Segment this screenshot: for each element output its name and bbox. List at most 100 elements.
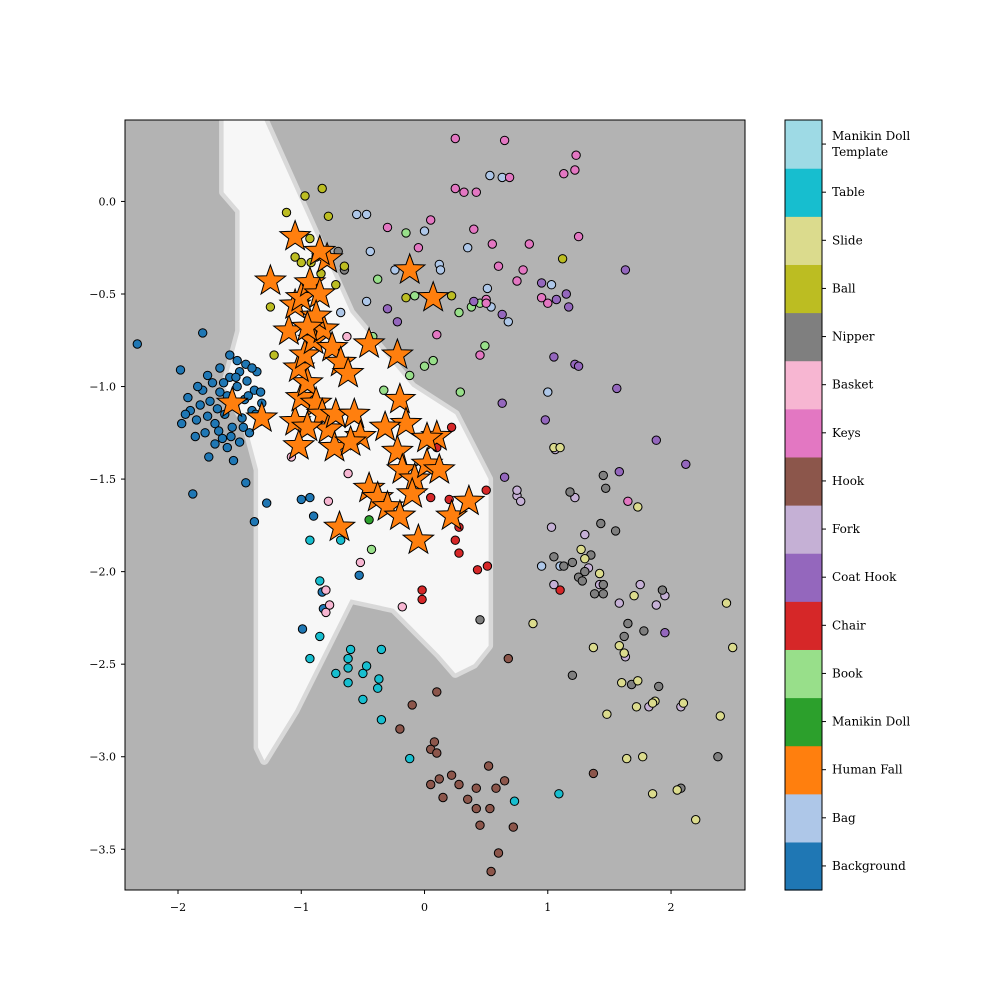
scatter-point bbox=[546, 280, 557, 290]
colorbar-swatch bbox=[785, 360, 822, 410]
scatter-point bbox=[237, 413, 247, 423]
scatter-point bbox=[573, 231, 584, 242]
scatter-point bbox=[573, 361, 584, 371]
scatter-point bbox=[376, 715, 387, 725]
colorbar-swatch bbox=[785, 841, 822, 891]
scatter-point bbox=[503, 653, 513, 664]
scatter-point bbox=[324, 600, 335, 610]
series-nipper bbox=[333, 246, 723, 793]
scatter-point bbox=[435, 265, 446, 275]
scatter-point bbox=[454, 548, 464, 558]
scatter-point bbox=[555, 442, 565, 453]
scatter-point bbox=[524, 239, 534, 249]
colorbar-label: Slide bbox=[832, 233, 863, 247]
star-point bbox=[290, 309, 324, 342]
colorbar-swatch bbox=[785, 168, 822, 217]
scatter-point bbox=[432, 687, 442, 697]
scatter-point bbox=[434, 774, 444, 784]
scatter-point bbox=[354, 570, 364, 580]
scatter-point bbox=[336, 535, 346, 545]
colorbar-label: Nipper bbox=[832, 330, 875, 344]
scatter-point bbox=[407, 700, 417, 710]
scatter-point bbox=[580, 566, 590, 577]
scatter-point bbox=[382, 222, 393, 233]
scatter-point bbox=[455, 387, 465, 397]
y-tick-label: −3.0 bbox=[89, 751, 116, 764]
colorbar-swatch bbox=[785, 264, 822, 314]
x-tick-label: −1 bbox=[293, 901, 309, 914]
scatter-point bbox=[469, 296, 479, 307]
colorbar-frame bbox=[784, 119, 823, 891]
scatter-point bbox=[342, 331, 352, 342]
scatter-point bbox=[681, 459, 691, 469]
scatter-point bbox=[410, 291, 420, 301]
scatter-point bbox=[343, 663, 353, 673]
scatter-point bbox=[305, 653, 315, 664]
scatter-point bbox=[228, 455, 239, 466]
scatter-point bbox=[463, 794, 473, 804]
star-point bbox=[333, 424, 368, 457]
scatter-point bbox=[557, 254, 568, 264]
scatter-point bbox=[207, 378, 218, 388]
scatter-point bbox=[487, 239, 497, 249]
scatter-point bbox=[499, 472, 510, 482]
scatter-point bbox=[446, 291, 457, 301]
scatter-point bbox=[426, 779, 436, 790]
colorbar-label: Book bbox=[832, 666, 863, 680]
star-point bbox=[282, 428, 316, 460]
colorbar-label: Ball bbox=[832, 281, 856, 295]
scatter-point bbox=[405, 370, 415, 381]
series-bag bbox=[336, 170, 565, 571]
scatter-point bbox=[232, 381, 242, 392]
y-tick-label: −1.0 bbox=[89, 381, 116, 394]
scatter-point bbox=[577, 576, 587, 586]
y-tick-label: −2.0 bbox=[89, 566, 116, 579]
scatter-point bbox=[503, 317, 513, 327]
scatter-point bbox=[238, 422, 249, 432]
scatter-point bbox=[361, 661, 372, 671]
scatter-point bbox=[215, 363, 225, 373]
scatter-point bbox=[432, 748, 442, 758]
scatter-point bbox=[598, 470, 608, 481]
scatter-point bbox=[483, 761, 494, 771]
scatter-point bbox=[446, 422, 457, 432]
scatter-point bbox=[205, 396, 215, 406]
scatter-point bbox=[564, 302, 574, 312]
scatter-point bbox=[549, 352, 559, 362]
star-point bbox=[395, 476, 429, 508]
scatter-point bbox=[481, 298, 491, 308]
scatter-point bbox=[343, 678, 353, 688]
y-tick-label: −0.5 bbox=[89, 288, 116, 301]
scatter-point bbox=[651, 435, 661, 445]
scatter-point bbox=[588, 768, 599, 779]
scatter-point bbox=[321, 607, 331, 618]
scatter-point bbox=[633, 502, 643, 512]
scatter-point bbox=[308, 511, 319, 521]
scatter-point bbox=[619, 648, 629, 658]
y-axis: 0.0 −0.5 −1.0 −1.5 −2.0 −2.5 −3.0 −3.5 bbox=[89, 195, 125, 856]
colorbar-label: Manikin Doll Template bbox=[832, 129, 910, 159]
scatter-point bbox=[417, 594, 427, 605]
star-point bbox=[368, 409, 402, 442]
scatter-point bbox=[300, 191, 310, 201]
scatter-point bbox=[217, 433, 228, 444]
scatter-point bbox=[241, 478, 251, 488]
scatter-point bbox=[672, 785, 682, 795]
star-point bbox=[422, 452, 456, 484]
scatter-point bbox=[395, 724, 405, 734]
scatter-point bbox=[297, 624, 308, 634]
x-tick-label: 2 bbox=[668, 901, 675, 914]
star-point bbox=[337, 396, 371, 429]
scatter-point bbox=[305, 535, 315, 545]
colorbar-swatch bbox=[785, 793, 822, 843]
plot-frame bbox=[124, 119, 746, 891]
star-point bbox=[401, 522, 435, 555]
scatter-point bbox=[509, 796, 520, 806]
scatter-point bbox=[543, 387, 553, 397]
scatter-point bbox=[361, 209, 372, 220]
scatter-point bbox=[499, 776, 510, 786]
scatter-point bbox=[296, 494, 306, 505]
scatter-point bbox=[428, 355, 438, 366]
scatter-point bbox=[358, 694, 368, 705]
